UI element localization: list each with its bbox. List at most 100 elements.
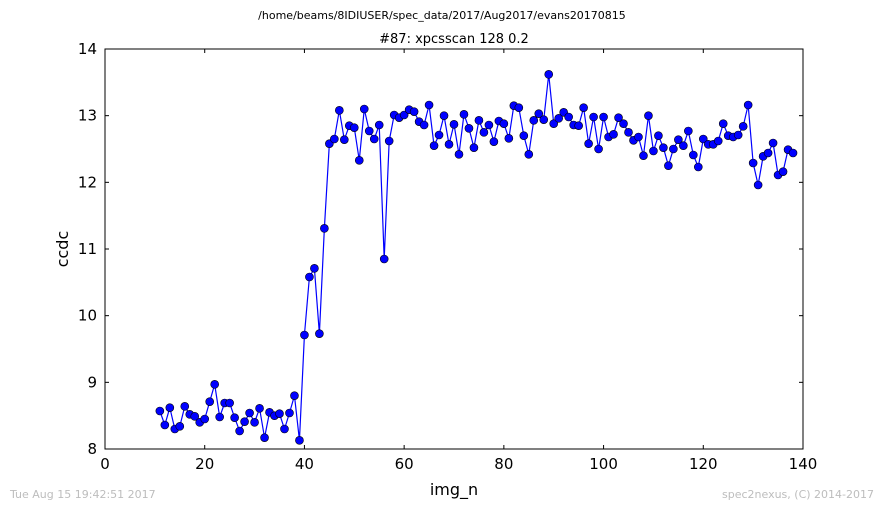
data-point (698, 134, 708, 144)
data-point (230, 413, 239, 422)
data-point (748, 158, 758, 168)
data-point (644, 111, 653, 120)
data-point (733, 130, 743, 140)
data-point (235, 426, 244, 436)
data-point (175, 422, 185, 431)
data-point (374, 120, 384, 130)
data-point (424, 100, 434, 110)
y-tick-label: 9 (87, 373, 97, 391)
data-point (384, 136, 394, 146)
data-point (364, 126, 374, 136)
data-point (664, 161, 673, 170)
data-point (200, 414, 210, 424)
data-point (474, 116, 484, 125)
data-point (738, 122, 748, 131)
data-point (599, 112, 608, 122)
plot-area (104, 48, 804, 450)
data-point (469, 143, 479, 152)
data-point (544, 70, 554, 79)
data-point (684, 126, 693, 136)
data-point (529, 116, 539, 125)
data-point (659, 143, 668, 152)
data-point (305, 272, 314, 282)
data-point (649, 146, 658, 156)
data-point (454, 150, 464, 159)
data-point (693, 162, 703, 172)
x-tick-label: 100 (589, 455, 618, 473)
y-tick-label: 8 (87, 440, 97, 458)
data-point (579, 103, 588, 112)
data-point (215, 412, 224, 422)
timestamp-footer: Tue Aug 15 19:42:51 2017 (10, 488, 156, 501)
data-point (554, 114, 564, 123)
data-point (514, 103, 524, 112)
data-point (250, 418, 259, 427)
data-point (489, 137, 499, 146)
data-point (449, 120, 459, 129)
x-tick-label: 80 (494, 455, 513, 473)
data-point (379, 254, 389, 264)
data-point (260, 433, 269, 442)
data-series (155, 70, 798, 445)
data-point (534, 109, 544, 118)
data-point (320, 224, 329, 233)
data-point (399, 110, 409, 120)
x-tick-label: 0 (100, 455, 110, 473)
data-point (768, 138, 778, 148)
data-point (330, 134, 339, 144)
data-point (669, 144, 678, 154)
data-point (315, 329, 324, 338)
data-point (295, 436, 304, 445)
data-point (679, 141, 688, 150)
y-tick-label: 13 (78, 107, 97, 125)
data-point (285, 408, 294, 418)
data-point (743, 100, 753, 110)
data-point (619, 119, 628, 128)
x-tick-label: 140 (789, 455, 818, 473)
data-point (205, 397, 214, 406)
data-point (369, 134, 379, 144)
data-point (718, 119, 728, 128)
data-point (349, 123, 359, 132)
data-point (434, 130, 444, 140)
data-point (753, 180, 763, 190)
data-point (225, 398, 234, 408)
data-point (340, 135, 349, 144)
series-line (159, 74, 794, 441)
data-point (589, 112, 598, 122)
data-point (190, 412, 200, 421)
data-point (479, 128, 489, 137)
credit-footer: spec2nexus, (C) 2014-2017 (722, 488, 874, 501)
y-tick-label: 14 (78, 40, 97, 58)
data-point (459, 110, 469, 119)
data-point (524, 150, 534, 159)
data-point (335, 106, 344, 115)
data-point (634, 132, 643, 142)
data-point (419, 120, 429, 130)
data-point (464, 124, 474, 133)
data-point (275, 409, 284, 418)
data-point (245, 408, 254, 418)
x-tick-label: 60 (395, 455, 414, 473)
data-point (484, 120, 494, 130)
data-point (539, 115, 549, 124)
data-point (165, 403, 175, 412)
x-axis-label: img_n (430, 480, 478, 500)
x-tick-label: 20 (195, 455, 214, 473)
data-point (609, 130, 618, 139)
x-tick-label: 40 (295, 455, 314, 473)
y-axis-label: ccdc (53, 231, 72, 268)
data-point (788, 148, 798, 158)
y-tick-label: 12 (78, 173, 97, 191)
data-point (763, 148, 773, 158)
data-point (300, 330, 309, 340)
data-point (310, 264, 319, 273)
data-point (255, 404, 264, 413)
data-point (240, 417, 249, 426)
data-point (429, 141, 439, 150)
data-point (639, 151, 648, 160)
data-point (689, 150, 698, 160)
data-point (504, 134, 514, 143)
data-point (210, 380, 219, 389)
